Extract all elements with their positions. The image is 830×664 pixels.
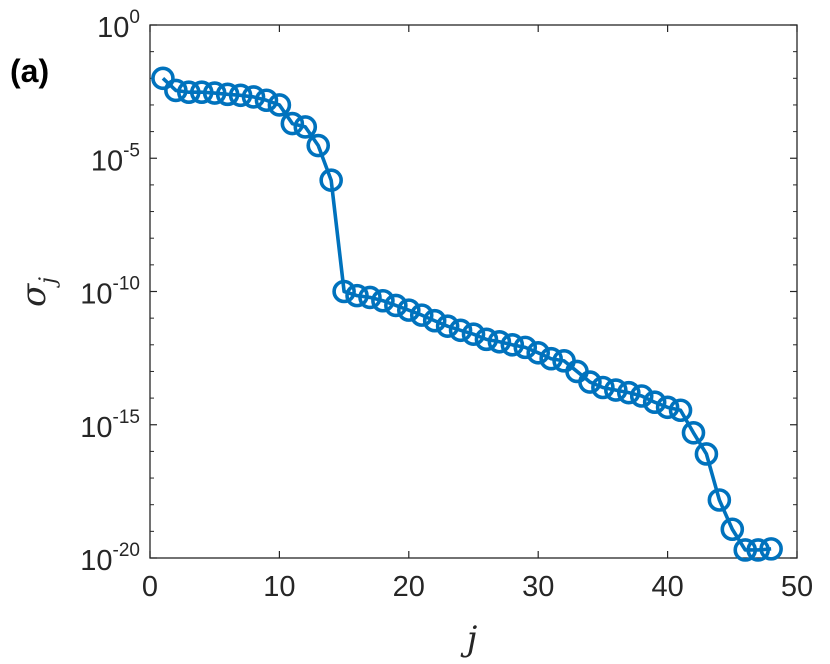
y-tick-exponent: -20 [113, 540, 140, 561]
data-point [591, 375, 615, 400]
data-point [629, 384, 654, 408]
data-point [267, 93, 292, 117]
data-point [332, 279, 356, 304]
data-point [526, 341, 551, 365]
markers [151, 66, 783, 562]
y-tick-exponent: 0 [129, 7, 140, 28]
x-tick-label: 50 [781, 571, 813, 603]
data-point [616, 380, 641, 405]
data-point [228, 83, 253, 108]
data-point [500, 332, 525, 357]
data-point [474, 327, 499, 352]
data-point [177, 80, 201, 105]
y-tick-exponent: -10 [113, 274, 140, 295]
data-point [422, 308, 447, 333]
data-point [202, 81, 227, 105]
data-point [215, 82, 240, 107]
x-tick-label: 30 [522, 571, 554, 603]
data-point [319, 168, 343, 193]
y-tick-label: 10-5 [91, 140, 140, 177]
data-point [293, 115, 318, 139]
data-point [642, 390, 667, 415]
svg-text:σj: σj [14, 277, 61, 307]
data-point [306, 133, 331, 158]
data-point [371, 288, 395, 313]
data-point [487, 329, 512, 354]
data-point [604, 378, 628, 402]
y-tick-base: 10 [80, 545, 112, 577]
x-tick-label: 40 [651, 571, 683, 603]
y-tick-base: 10 [80, 279, 112, 311]
data-point [707, 488, 732, 512]
data-point [435, 314, 460, 338]
data-point [280, 111, 305, 136]
data-point [151, 66, 175, 91]
y-tick-label: 100 [97, 7, 140, 44]
y-tick-exponent: -15 [113, 407, 140, 428]
x-tick-label: 20 [393, 571, 425, 603]
data-point [681, 420, 706, 445]
x-tick-label: 0 [142, 571, 158, 603]
y-tick-base: 10 [80, 412, 112, 444]
y-axis-label: σj [14, 277, 61, 307]
data-point [384, 293, 408, 318]
plot-area [149, 24, 798, 559]
panel-label: (a) [10, 53, 49, 89]
data-point [409, 303, 434, 327]
x-axis-label: j [460, 619, 478, 659]
y-tick-base: 10 [97, 12, 129, 44]
data-point [694, 442, 719, 466]
x-tick-label: 10 [263, 571, 295, 603]
data-point [578, 370, 602, 394]
data-point [461, 322, 486, 346]
data-point [746, 538, 770, 562]
data-point [254, 88, 279, 113]
y-tick-base: 10 [91, 145, 123, 177]
data-point [733, 538, 758, 562]
data-point [539, 346, 563, 371]
data-point [668, 398, 693, 423]
data-point [396, 298, 421, 322]
ticks [149, 24, 798, 559]
y-tick-label: 10-10 [80, 274, 140, 311]
data-point [513, 335, 538, 360]
y-tick-label: 10-20 [80, 540, 140, 577]
data-point [164, 78, 188, 103]
data-point [448, 318, 473, 343]
data-point [358, 285, 382, 310]
data-point [345, 283, 369, 308]
data-point [241, 85, 266, 109]
data-point [759, 537, 783, 561]
data-point [655, 395, 680, 420]
y-tick-label: 10-15 [80, 407, 140, 444]
data-point [720, 517, 745, 542]
data-point [189, 80, 214, 105]
y-tick-exponent: -5 [123, 140, 140, 161]
